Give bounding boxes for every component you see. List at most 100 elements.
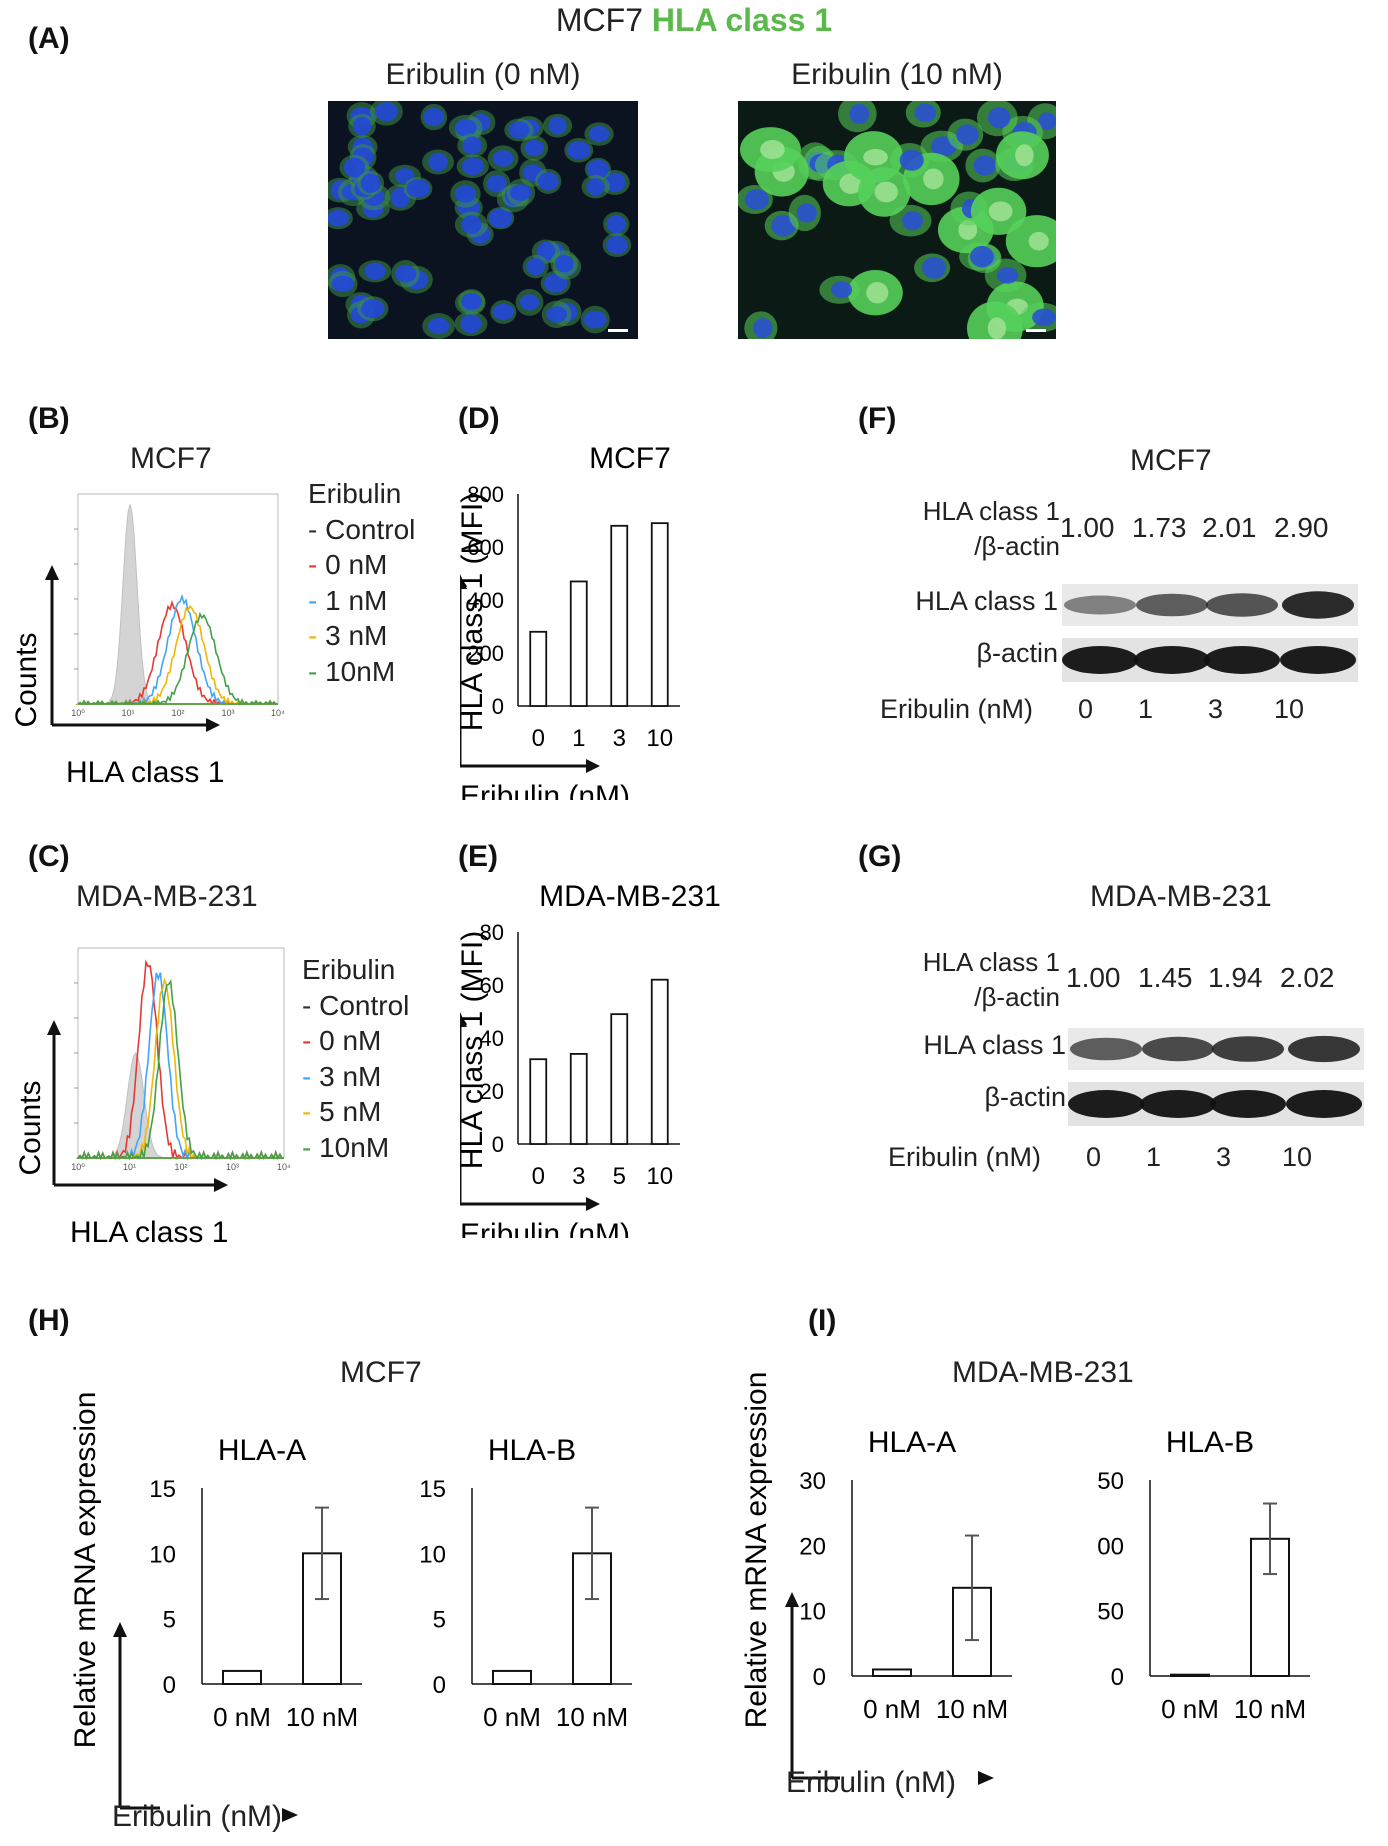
x-tick-label: 10 nM xyxy=(556,1702,628,1732)
cell-nucleus xyxy=(760,140,785,160)
legend-title: Eribulin xyxy=(302,954,396,985)
cell-nucleus xyxy=(524,140,545,157)
y-tick-label: 5 xyxy=(433,1607,446,1634)
western-blot-mcf7 xyxy=(1062,584,1358,682)
cell-nucleus xyxy=(462,136,482,155)
cell-nucleus xyxy=(352,116,372,136)
y-tick-label: 20 xyxy=(480,1079,504,1104)
panel-b-title: MCF7 xyxy=(130,442,212,475)
y-tick-label: 200 xyxy=(467,641,504,666)
histogram-curve xyxy=(76,977,284,1161)
x-tick-label: 5 xyxy=(613,1163,626,1190)
cell-nucleus xyxy=(454,118,477,137)
cell-nucleus xyxy=(544,273,568,293)
legend-text: 3 nM xyxy=(317,620,388,651)
y-tick-label: 10 xyxy=(150,1541,176,1568)
ratio-value: 1.73 xyxy=(1132,512,1187,543)
actin-band xyxy=(1140,1090,1216,1118)
histogram-curve xyxy=(78,1052,284,1159)
legend-swatch: - xyxy=(302,1025,312,1056)
panel-i-x-arrow xyxy=(978,1771,994,1785)
y-tick-label: 100 xyxy=(1098,1533,1124,1560)
lane-label: 3 xyxy=(1208,694,1224,724)
cell-nucleus xyxy=(460,314,482,334)
cell-nucleus xyxy=(586,159,610,179)
cell-nucleus xyxy=(956,124,979,145)
y-tick-label: 400 xyxy=(467,588,504,613)
panel-f-ratios: 1.00 1.73 2.01 2.90 xyxy=(1060,512,1360,548)
cell-nucleus xyxy=(796,203,817,223)
cell-nucleus xyxy=(744,189,769,210)
chart-title: MCF7 xyxy=(589,442,671,475)
actin-band xyxy=(1286,1090,1362,1118)
lane-label: 10 xyxy=(1274,694,1305,724)
panel-d-label: (D) xyxy=(458,402,500,435)
panel-h-title: MCF7 xyxy=(340,1356,422,1389)
panel-f-label: (F) xyxy=(858,402,897,435)
ratio-value: 1.00 xyxy=(1066,962,1121,993)
x-tick-label: 10 nM xyxy=(1234,1694,1306,1724)
bar xyxy=(650,978,669,1145)
panel-f-ratio-label: HLA class 1 /β-actin xyxy=(880,494,1060,564)
cell-nucleus xyxy=(753,318,773,339)
hla-band xyxy=(1064,595,1136,615)
panel-g-xlabel: Eribulin (nM) xyxy=(888,1142,1042,1172)
legend-entry: - Control xyxy=(302,988,409,1024)
y-axis-label: HLA class 1 (MFI) xyxy=(460,931,489,1169)
cell-nucleus xyxy=(488,208,513,229)
legend-swatch: - xyxy=(302,989,312,1021)
legend-entry: - 10nM xyxy=(302,1130,409,1166)
panel-g-lanes: Eribulin (nM) 0 1 3 10 xyxy=(888,1142,1368,1178)
panel-c-xlabel: HLA class 1 xyxy=(70,1216,228,1249)
cell-nucleus xyxy=(343,157,366,178)
hla-band xyxy=(1282,591,1354,619)
actin-band xyxy=(1210,1090,1286,1118)
cell-nucleus xyxy=(914,103,937,122)
cell-nucleus xyxy=(454,185,477,203)
legend-swatch: - xyxy=(308,584,318,616)
legend-entry: - 0 nM xyxy=(308,547,415,583)
x-tick-label: 3 xyxy=(572,1163,585,1190)
ratio-value: 2.90 xyxy=(1274,512,1329,543)
micrograph-eribulin-10nm xyxy=(738,101,1056,339)
panel-c-ylabel: Counts xyxy=(14,1080,47,1175)
legend-entry: - 1 nM xyxy=(308,583,415,619)
cell-nucleus xyxy=(519,294,539,311)
panel-h-xlabel: Eribulin (nM) xyxy=(112,1800,283,1833)
panel-b-legend: Eribulin - Control - 0 nM - 1 nM - 3 nM - 10… xyxy=(308,476,415,689)
cell-nucleus xyxy=(546,306,567,323)
lane-label: 0 xyxy=(1078,694,1094,724)
ratio-value: 1.45 xyxy=(1138,962,1193,993)
histogram-curve xyxy=(76,979,284,1161)
legend-entry: - 0 nM xyxy=(302,1023,409,1059)
cell-nucleus xyxy=(548,116,567,135)
histogram-curve xyxy=(75,604,278,706)
cell-nucleus xyxy=(461,215,482,235)
cell-nucleus xyxy=(364,262,386,280)
outer-x-arrowhead xyxy=(586,1197,600,1211)
y-tick-label: 150 xyxy=(1098,1468,1124,1495)
legend-swatch: - xyxy=(308,655,318,687)
panel-f-title: MCF7 xyxy=(1130,444,1212,477)
tick-label: 10⁰ xyxy=(71,708,85,718)
chart-title: HLA-B xyxy=(1166,1426,1254,1459)
hla-band xyxy=(1206,593,1278,617)
histogram-mcf7: 10⁰ 10¹ 10² 10³ 10⁴ Counts HLA class 1 xyxy=(10,493,285,789)
bar xyxy=(610,1013,629,1145)
cell-nucleus xyxy=(866,281,889,304)
panel-i-axes-label: Relative mRNA expression xyxy=(740,1372,840,1780)
actin-band xyxy=(1062,646,1138,674)
panel-b-xlabel: HLA class 1 xyxy=(66,756,224,789)
western-blot-mda-mb-231 xyxy=(1068,1028,1364,1126)
cell-nucleus xyxy=(606,235,628,255)
chart-title: MDA-MB-231 xyxy=(539,880,721,913)
cell-nucleus xyxy=(1032,308,1056,327)
panel-c-label: (C) xyxy=(28,840,70,873)
cell-nucleus xyxy=(973,155,997,176)
panel-i-xlabel: Eribulin (nM) xyxy=(786,1766,957,1799)
y-tick-label: 10 xyxy=(800,1599,826,1626)
panel-a-title-marker: HLA class 1 xyxy=(651,2,833,38)
tick-label: 10⁴ xyxy=(271,708,285,718)
actin-band xyxy=(1068,1090,1144,1118)
bar xyxy=(872,1668,912,1677)
